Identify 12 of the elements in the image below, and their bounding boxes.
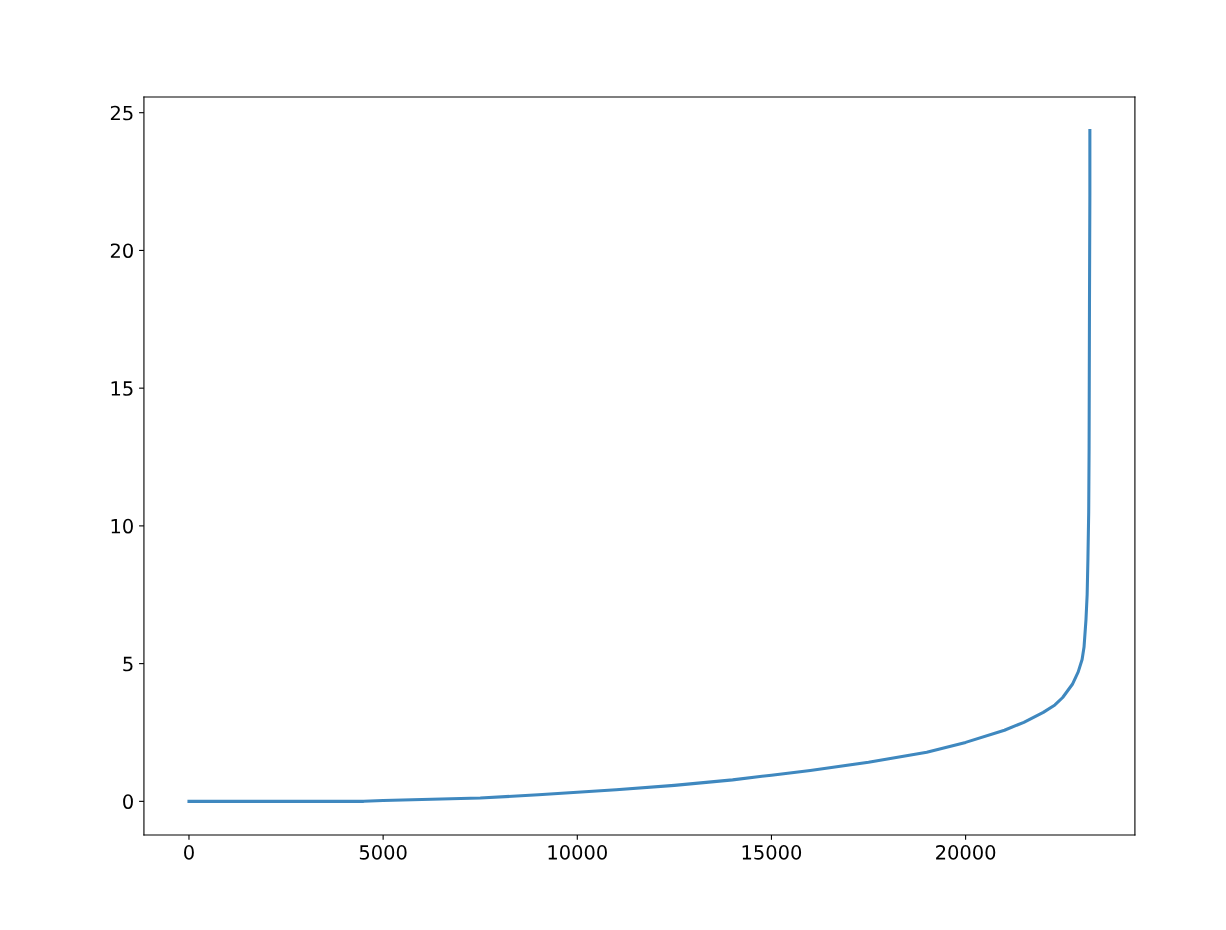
x-tick-label: 5000 bbox=[359, 845, 407, 860]
line-series bbox=[187, 129, 1092, 803]
y-tick-label: 5 bbox=[123, 656, 133, 672]
y-tick-label: 15 bbox=[111, 381, 133, 396]
y-tick-label: 20 bbox=[110, 243, 133, 259]
x-tick-label: 20000 bbox=[936, 845, 996, 860]
x-tick-label: 0 bbox=[184, 845, 194, 860]
x-tick-label: 15000 bbox=[742, 845, 802, 860]
y-tick-label: 0 bbox=[123, 794, 133, 810]
y-tick-label: 25 bbox=[110, 105, 133, 121]
y-tick-label: 10 bbox=[111, 518, 133, 534]
x-tick-label: 10000 bbox=[548, 845, 607, 860]
